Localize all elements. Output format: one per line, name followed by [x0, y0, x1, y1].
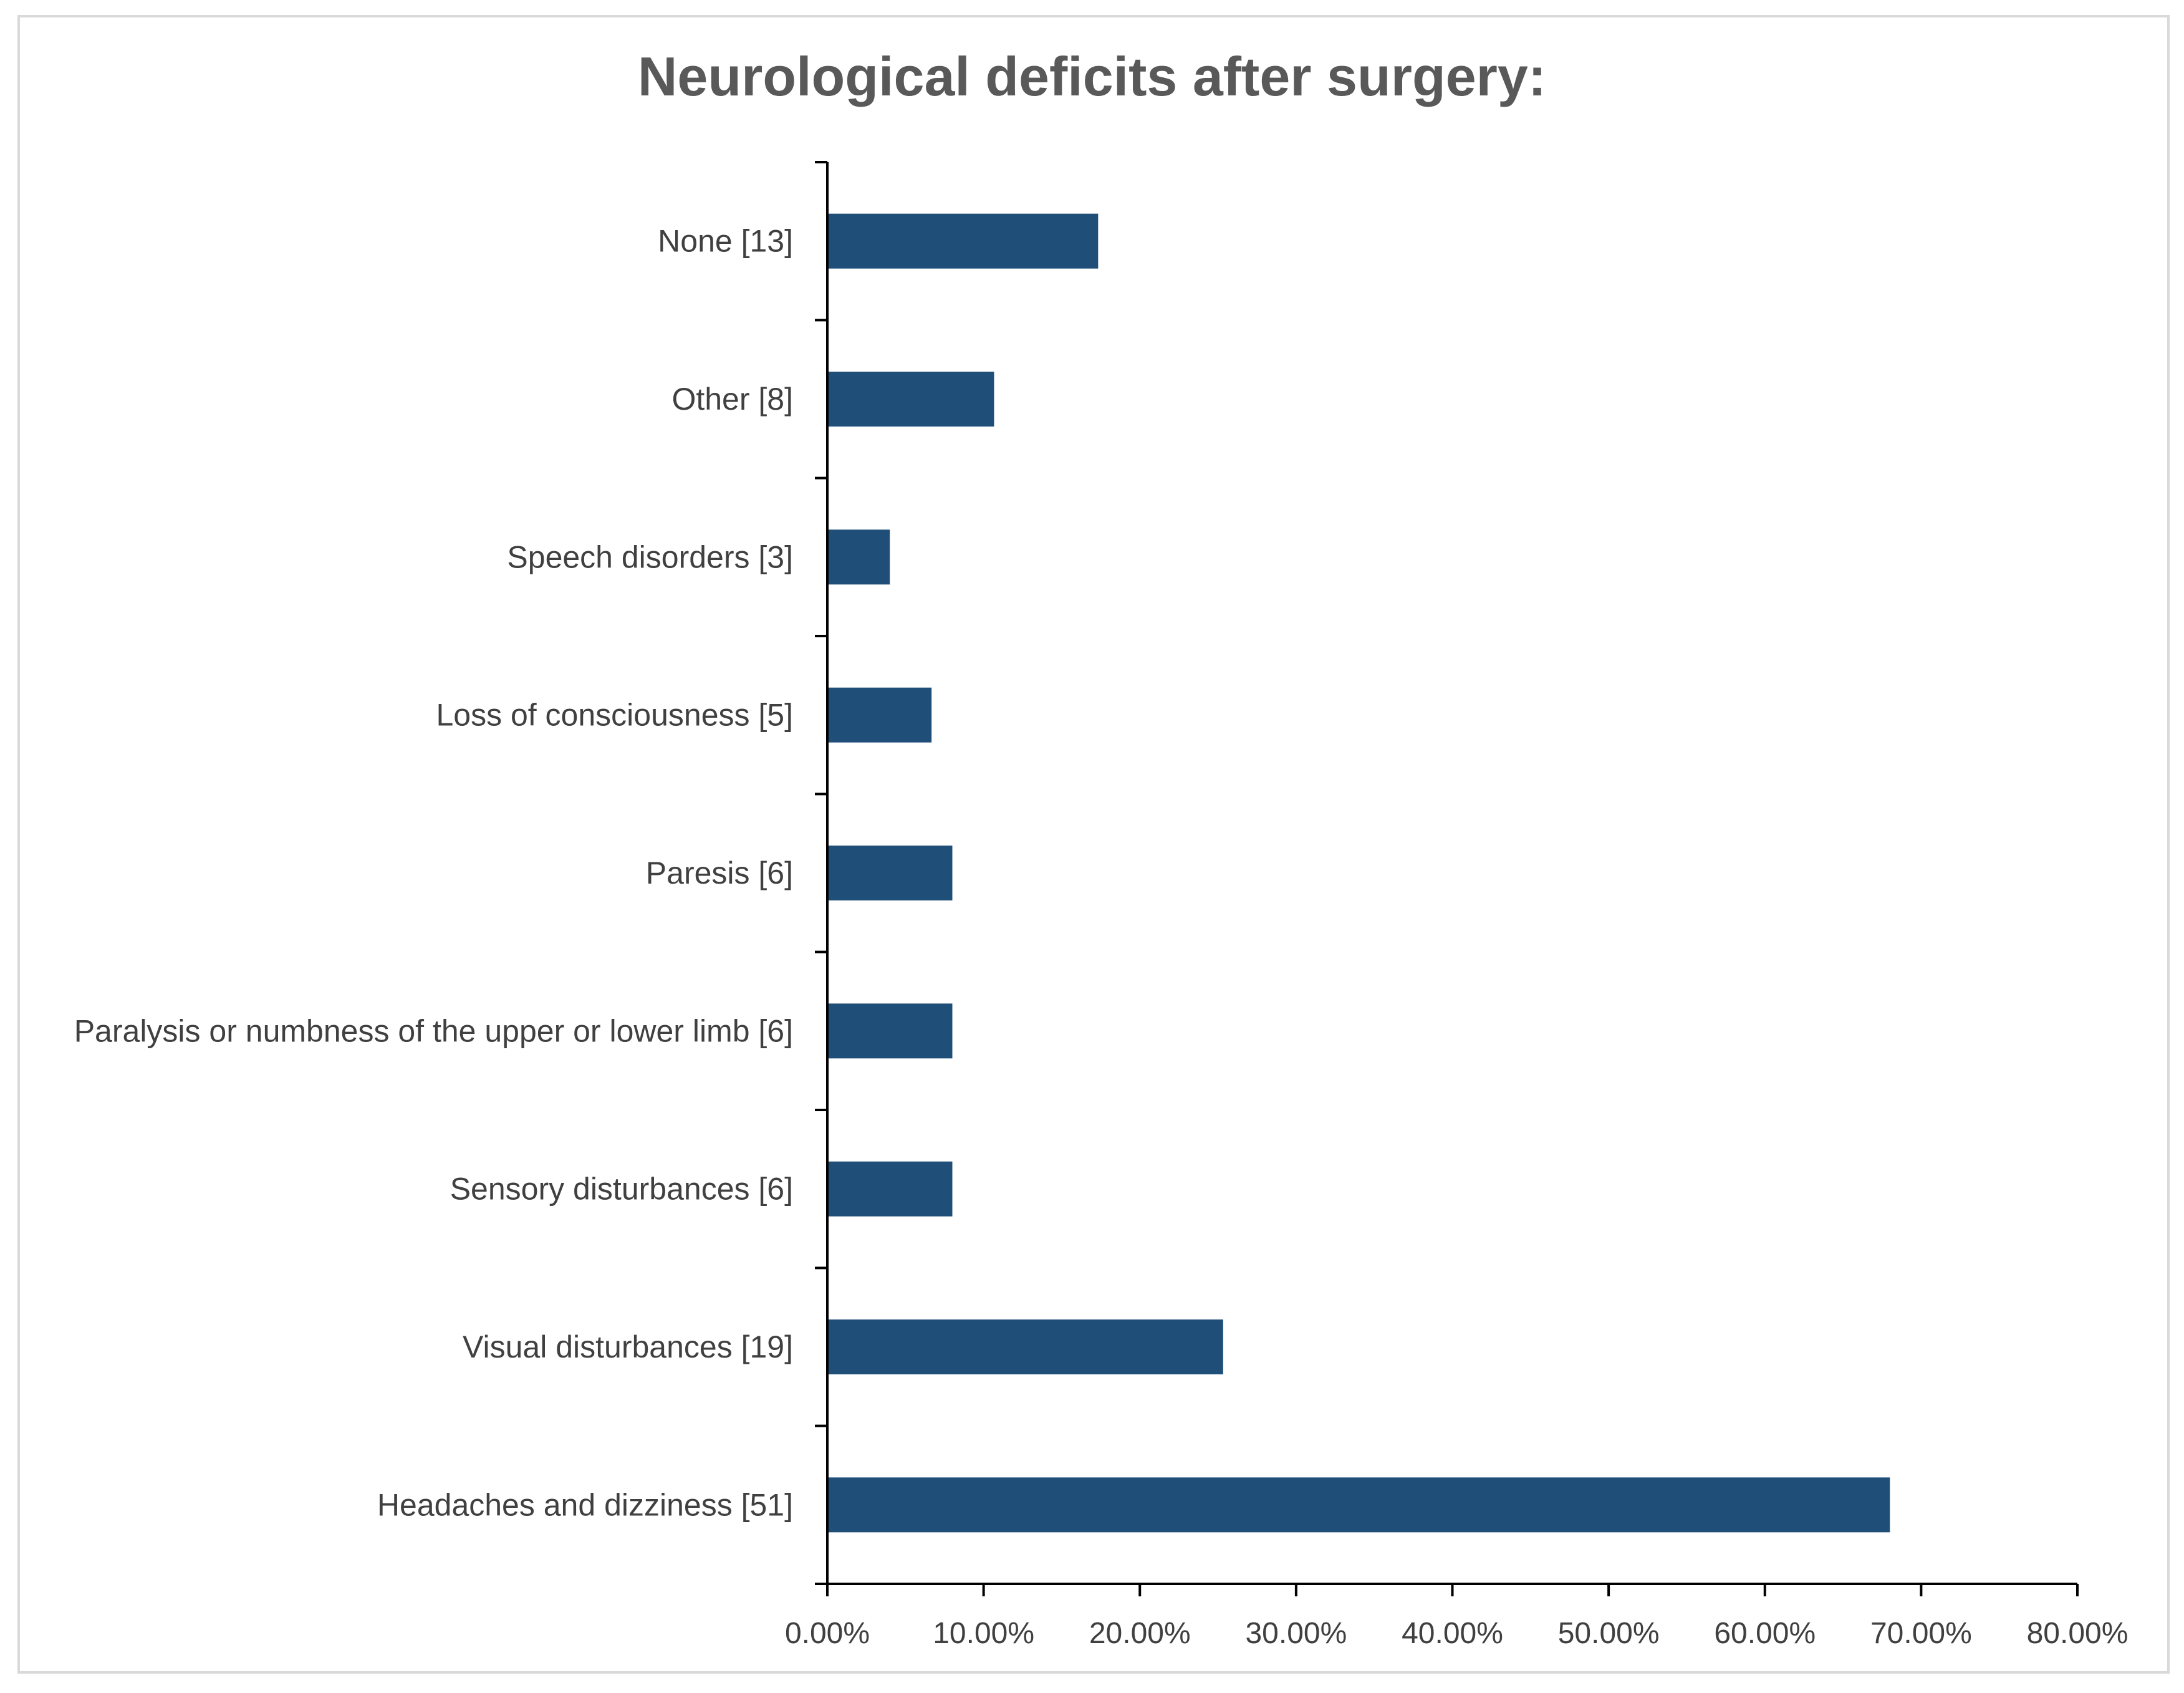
x-tick-label: 10.00% — [933, 1617, 1034, 1650]
category-label-visual-disturbances: Visual disturbances [19] — [463, 1329, 793, 1364]
category-label-none: None [13] — [658, 224, 793, 259]
category-label-other: Other [8] — [671, 382, 793, 417]
x-tick-label: 60.00% — [1714, 1617, 1816, 1650]
category-label-paralysis-or-numbness-of-the-upper-or-lower-limb: Paralysis or numbness of the upper or lo… — [74, 1013, 793, 1048]
x-tick-label: 20.00% — [1089, 1617, 1191, 1650]
category-label-headaches-and-dizziness: Headaches and dizziness [51] — [377, 1487, 793, 1522]
bar-other — [827, 372, 994, 427]
category-label-loss-of-consciousness: Loss of consciousness [5] — [436, 698, 793, 733]
chart-frame — [17, 15, 2170, 1674]
bars-group — [827, 213, 1890, 1533]
x-tick-label: 0.00% — [785, 1617, 870, 1650]
category-label-paresis: Paresis [6] — [646, 856, 793, 890]
bar-loss-of-consciousness — [827, 687, 932, 743]
x-tick-label: 80.00% — [2027, 1617, 2129, 1650]
chart-title: Neurological deficits after surgery: — [637, 46, 1547, 107]
x-tick-label: 40.00% — [1402, 1617, 1503, 1650]
x-tick-label: 50.00% — [1558, 1617, 1660, 1650]
bar-sensory-disturbances — [827, 1161, 953, 1217]
labels-group: Headaches and dizziness [51] Visual distu… — [74, 224, 2129, 1650]
x-tick-label: 30.00% — [1245, 1617, 1347, 1650]
bar-paresis — [827, 846, 953, 900]
bar-headaches-and-dizziness — [827, 1477, 1890, 1533]
bar-visual-disturbances — [827, 1319, 1223, 1374]
bar-speech-disorders — [827, 529, 890, 585]
x-tick-label: 70.00% — [1870, 1617, 1972, 1650]
axes-group — [815, 161, 2079, 1596]
bar-paralysis-or-numbness-of-the-upper-or-lower-limb — [827, 1003, 953, 1059]
category-label-speech-disorders: Speech disorders [3] — [507, 539, 793, 574]
category-label-sensory-disturbances: Sensory disturbances [6] — [450, 1172, 793, 1207]
bar-none — [827, 213, 1099, 269]
